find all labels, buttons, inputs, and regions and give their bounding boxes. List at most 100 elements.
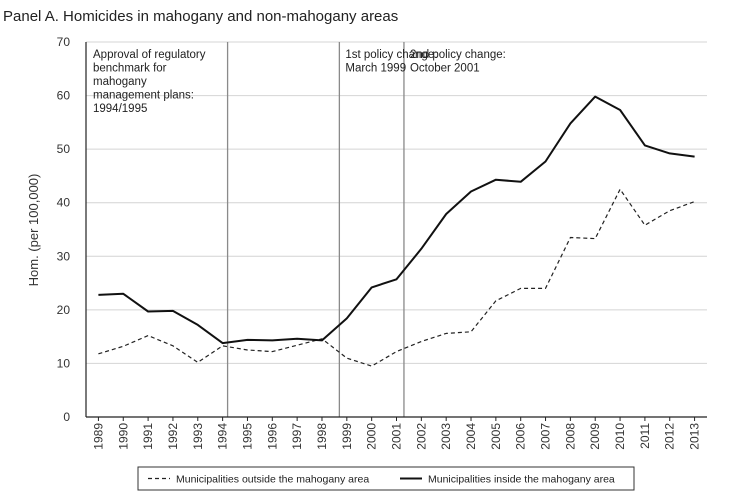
x-tick-label-2012: 2012 [663,423,677,450]
x-tick-label-1996: 1996 [265,423,279,450]
x-tick-label-1991: 1991 [141,423,155,450]
x-tick-label-1998: 1998 [315,423,329,450]
tick-labels: 0 10 20 30 40 50 60 70 1989 1990 1991 1992 1993 1994 1… [57,35,702,450]
series-line-inside [98,95,695,345]
series-lines [97,95,696,368]
data-point-outside-1990 [122,345,125,348]
data-point-outside-1993 [196,361,199,364]
x-tick-label-2005: 2005 [489,423,503,450]
data-point-inside-1997 [296,337,299,340]
x-tick-label-2010: 2010 [613,423,627,450]
x-tick-label-1992: 1992 [166,423,180,450]
data-point-inside-2009 [594,95,597,98]
x-tick-label-1995: 1995 [240,423,254,450]
data-point-inside-2000 [370,286,373,289]
annotation-label-line: Approval of regulatory [93,49,206,61]
y-axis-label: Hom. (per 100,000) [26,174,41,287]
x-tick-label-1989: 1989 [91,423,105,450]
data-point-inside-2013 [693,155,696,158]
x-tick-label-1999: 1999 [340,423,354,450]
y-tick-label-50: 50 [57,142,71,156]
data-point-inside-2004 [469,190,472,193]
data-point-inside-2011 [643,144,646,147]
data-point-outside-2009 [594,237,597,240]
x-tick-label-2007: 2007 [539,423,553,450]
annotation-lines [226,42,405,417]
annotation-label-line: benchmark for [93,63,167,75]
data-point-outside-2000 [370,365,373,368]
annotation-label-line: October 2001 [410,63,480,75]
data-point-inside-1994 [221,341,224,344]
data-point-outside-2007 [544,287,547,290]
y-tick-label-10: 10 [57,356,71,370]
data-point-inside-1992 [171,309,174,312]
x-tick-label-1994: 1994 [216,423,230,450]
annotation-label-3: 2nd policy change: October 2001 [410,49,506,75]
y-tick-label-70: 70 [57,35,71,49]
data-point-inside-1989 [97,293,100,296]
data-point-inside-2007 [544,160,547,163]
data-point-outside-1989 [97,352,100,355]
annotation-label-1: Approval of regulatory benchmark for mahog… [93,49,206,115]
annotation-label-line: management plans: [93,90,194,102]
annotation-label-line: 1st policy change: [345,49,437,61]
y-tick-label-30: 30 [57,249,71,263]
annotation-label-line: mahogany [93,76,147,88]
data-point-inside-2002 [420,247,423,250]
data-point-inside-1996 [271,339,274,342]
data-point-outside-1995 [246,348,249,351]
data-point-outside-1997 [296,344,299,347]
data-point-outside-2005 [494,299,497,302]
data-point-outside-2008 [569,236,572,239]
data-point-outside-2013 [693,200,696,203]
data-point-inside-1995 [246,338,249,341]
data-point-outside-2010 [618,188,621,191]
x-tick-label-2001: 2001 [390,423,404,450]
data-point-inside-2005 [494,178,497,181]
x-tick-label-2006: 2006 [514,423,528,450]
legend: Municipalities outside the mahogany area… [137,466,635,491]
data-point-outside-1991 [147,334,150,337]
y-tick-label-0: 0 [63,410,70,424]
legend-label-inside: Municipalities inside the mahogany area [428,474,615,486]
annotation-label-2: 1st policy change: March 1999 [345,49,437,75]
data-point-outside-1996 [271,350,274,353]
y-tick-label-60: 60 [57,89,71,103]
data-point-outside-2003 [445,332,448,335]
data-point-inside-2012 [668,152,671,155]
annotation-label-line: March 1999 [345,63,406,75]
x-tick-label-2003: 2003 [439,423,453,450]
data-point-inside-2008 [569,122,572,125]
x-tick-label-2009: 2009 [588,423,602,450]
data-point-outside-2012 [668,209,671,212]
data-point-inside-2010 [618,108,621,111]
data-point-outside-2011 [643,224,646,227]
data-point-inside-1998 [320,339,323,342]
data-point-inside-1993 [196,323,199,326]
x-tick-label-2013: 2013 [688,423,702,450]
data-point-inside-2003 [445,212,448,215]
x-tick-label-2000: 2000 [365,423,379,450]
x-tick-label-1993: 1993 [191,423,205,450]
chart-title: Panel A. Homicides in mahogany and non-m… [3,8,398,25]
data-point-outside-1999 [345,356,348,359]
data-point-inside-1991 [147,310,150,313]
data-point-outside-2002 [420,340,423,343]
data-point-inside-1999 [345,317,348,320]
x-tick-label-2008: 2008 [563,423,577,450]
y-tick-label-20: 20 [57,303,71,317]
grid-lines [86,41,707,364]
x-tick-label-1997: 1997 [290,423,304,450]
x-tick-label-2011: 2011 [638,423,652,449]
annotation-label-line: 1994/1995 [93,103,147,115]
data-point-outside-2001 [395,350,398,353]
annotation-label-line: 2nd policy change: [410,49,506,61]
data-point-outside-2004 [469,330,472,333]
x-tick-label-2004: 2004 [464,423,478,450]
data-point-outside-2006 [519,287,522,290]
y-tick-label-40: 40 [57,196,71,210]
legend-label-outside: Municipalities outside the mahogany area [176,474,369,486]
x-tick-label-1990: 1990 [116,423,130,450]
data-point-inside-2001 [395,278,398,281]
